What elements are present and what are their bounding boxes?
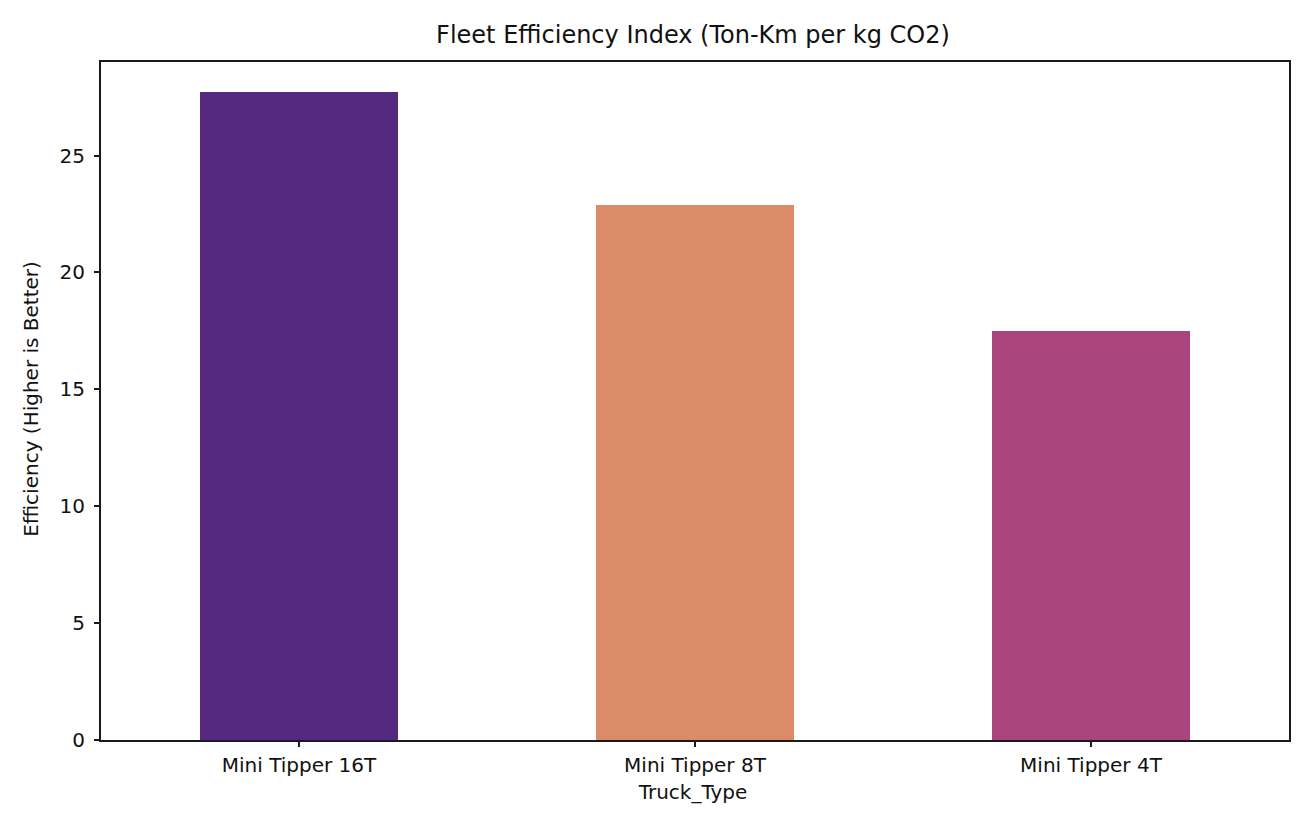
bar-mini-tipper-8t xyxy=(596,205,794,740)
y-tick-label-20: 20 xyxy=(60,260,85,284)
chart-figure: Fleet Efficiency Index (Ton-Km per kg CO… xyxy=(0,0,1312,832)
x-tick-label-mini-tipper-4t: Mini Tipper 4T xyxy=(1020,753,1162,777)
y-tick-label-0: 0 xyxy=(72,728,85,752)
y-tick-label-25: 25 xyxy=(60,144,85,168)
y-tick-mark xyxy=(94,155,101,157)
chart-title: Fleet Efficiency Index (Ton-Km per kg CO… xyxy=(99,21,1287,50)
x-axis-label: Truck_Type xyxy=(99,780,1287,804)
x-tick-label-mini-tipper-16t: Mini Tipper 16T xyxy=(222,753,377,777)
x-tick-mark xyxy=(694,740,696,747)
plot-area: Mini Tipper 16TMini Tipper 8TMini Tipper… xyxy=(99,60,1291,742)
y-tick-mark xyxy=(94,388,101,390)
bar-mini-tipper-16t xyxy=(200,92,398,740)
y-tick-label-10: 10 xyxy=(60,494,85,518)
x-tick-label-mini-tipper-8t: Mini Tipper 8T xyxy=(624,753,766,777)
x-tick-mark xyxy=(1090,740,1092,747)
x-tick-mark xyxy=(298,740,300,747)
y-tick-mark xyxy=(94,739,101,741)
bar-mini-tipper-4t xyxy=(992,331,1190,740)
y-tick-mark xyxy=(94,622,101,624)
y-tick-label-5: 5 xyxy=(72,611,85,635)
y-tick-mark xyxy=(94,505,101,507)
y-axis-label: Efficiency (Higher is Better) xyxy=(19,261,43,537)
y-tick-mark xyxy=(94,271,101,273)
y-tick-label-15: 15 xyxy=(60,377,85,401)
